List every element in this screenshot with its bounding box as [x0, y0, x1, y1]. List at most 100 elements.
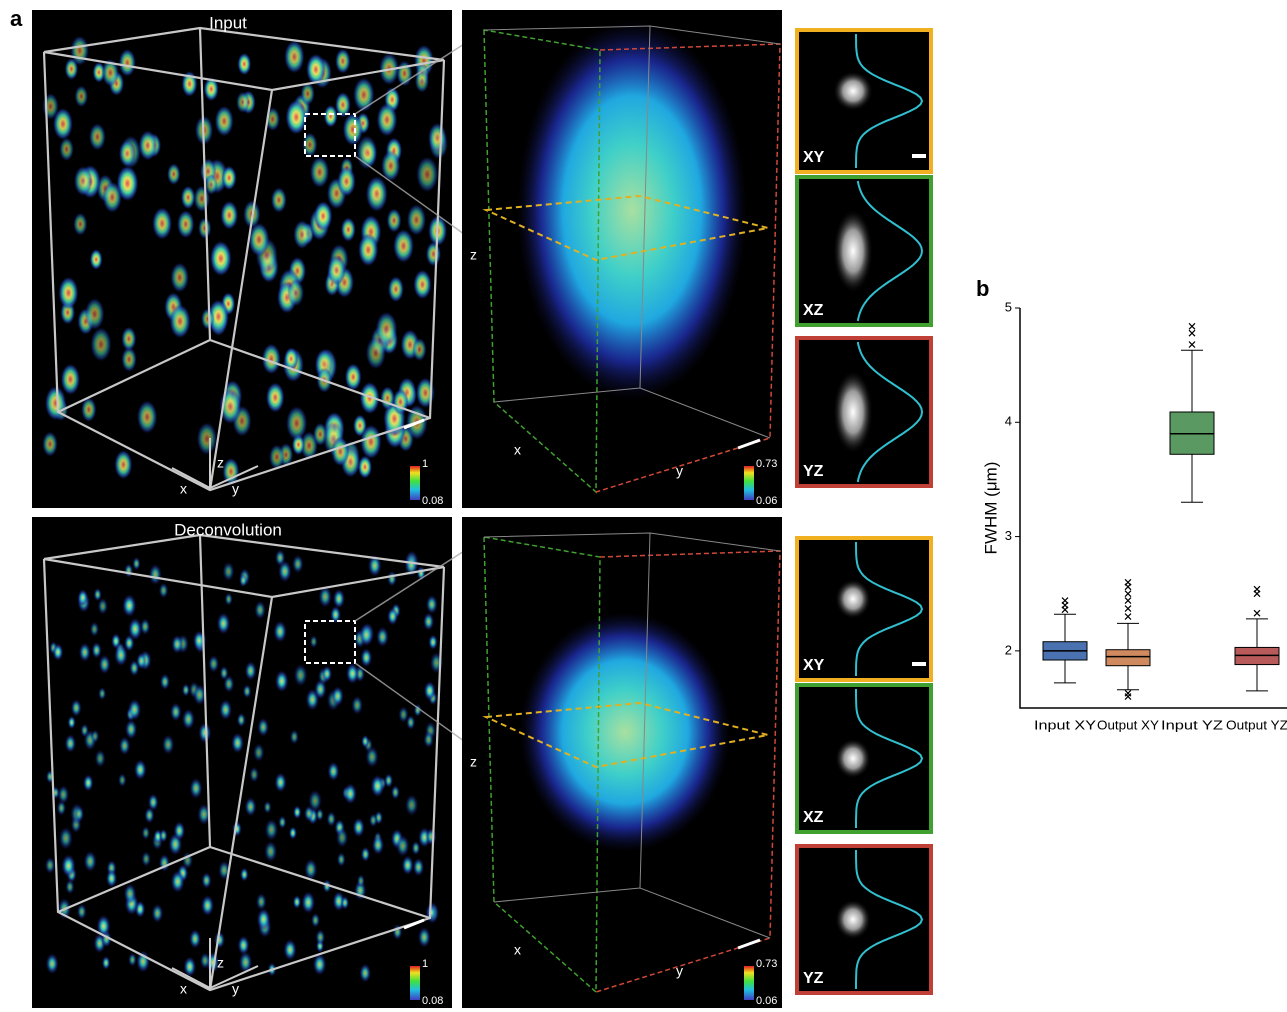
spot: [380, 386, 395, 410]
spot: [236, 91, 249, 113]
spot: [293, 895, 302, 909]
spot: [278, 816, 286, 829]
spot: [189, 778, 202, 799]
spot: [327, 255, 346, 285]
outlier: [1125, 606, 1131, 612]
spot: [125, 719, 137, 739]
spot: [225, 592, 233, 605]
spot: [337, 166, 356, 197]
spot: [160, 673, 170, 690]
profile-label: XZ: [803, 809, 824, 826]
spot: [406, 715, 415, 730]
spot: [423, 731, 433, 748]
spot: [392, 924, 402, 940]
outlier: [1189, 330, 1195, 336]
spot: [396, 835, 410, 857]
spot: [253, 743, 265, 762]
spot: [149, 564, 162, 586]
spot: [324, 105, 338, 128]
profile-spot: [835, 900, 871, 940]
spot: [345, 363, 362, 391]
colorbar: [744, 966, 754, 1000]
axis-label: x: [514, 942, 521, 958]
colorbar: [410, 966, 420, 1000]
axis-label: y: [676, 963, 683, 979]
spot: [274, 772, 286, 792]
spot: [387, 607, 398, 625]
spot: [102, 956, 111, 970]
colorbar-max: 1: [422, 458, 428, 470]
spot: [91, 729, 99, 743]
spot: [301, 891, 315, 913]
axis-label: z: [217, 455, 224, 471]
spot: [74, 85, 88, 107]
profile-spot: [835, 739, 871, 779]
spot: [171, 635, 183, 654]
spot: [405, 794, 419, 816]
spot: [275, 670, 289, 692]
spot: [360, 424, 382, 459]
spot: [121, 327, 136, 352]
spot: [426, 241, 441, 266]
spot: [217, 612, 231, 634]
spot: [177, 210, 195, 239]
spot: [337, 852, 346, 867]
axis-label: x: [180, 481, 187, 497]
spot: [273, 620, 287, 642]
outlier: [1254, 586, 1260, 592]
panel-label: a: [10, 6, 23, 31]
profile-spot: [833, 209, 873, 293]
x-tick-label: Output YZ: [1226, 718, 1287, 732]
spot: [152, 207, 172, 240]
spot: [265, 819, 279, 841]
spot: [275, 549, 286, 566]
spot: [114, 644, 128, 666]
spot: [142, 826, 151, 840]
spot: [294, 664, 308, 687]
spot: [189, 929, 201, 949]
spot: [114, 450, 132, 480]
axis-label: x: [514, 442, 521, 458]
spot: [416, 156, 438, 192]
spot: [84, 851, 97, 873]
colorbar-min: 0.08: [422, 495, 443, 507]
spot: [343, 113, 364, 146]
spot: [85, 298, 105, 330]
spot: [159, 829, 168, 843]
spot: [222, 562, 234, 582]
spot: [83, 774, 94, 791]
spot: [393, 229, 414, 263]
spot: [98, 598, 109, 615]
spot: [245, 797, 257, 817]
axis-label: y: [232, 481, 239, 497]
spot: [239, 574, 247, 587]
spot: [220, 201, 238, 230]
spot: [424, 681, 436, 701]
spot: [200, 952, 210, 969]
spot: [208, 655, 219, 673]
spot: [271, 187, 287, 213]
spot: [73, 213, 87, 236]
spot: [376, 627, 389, 648]
spot: [134, 759, 147, 780]
outlier: [1254, 610, 1260, 616]
outlier: [1125, 591, 1131, 597]
outlier: [1125, 614, 1131, 620]
spot: [310, 635, 318, 648]
spot: [169, 304, 190, 338]
colorbar: [410, 466, 420, 500]
spot: [122, 594, 136, 617]
spot: [167, 163, 181, 185]
psf-blob: [520, 612, 730, 852]
box: [1106, 650, 1150, 666]
spot: [387, 208, 402, 232]
spot: [293, 220, 311, 249]
spot: [264, 841, 277, 863]
spot: [223, 675, 234, 693]
spot: [412, 338, 426, 362]
spot: [128, 953, 137, 967]
spot: [170, 262, 189, 292]
colorbar-max: 0.73: [756, 458, 777, 470]
colorbar-min: 0.06: [756, 995, 777, 1007]
spot: [322, 665, 332, 682]
